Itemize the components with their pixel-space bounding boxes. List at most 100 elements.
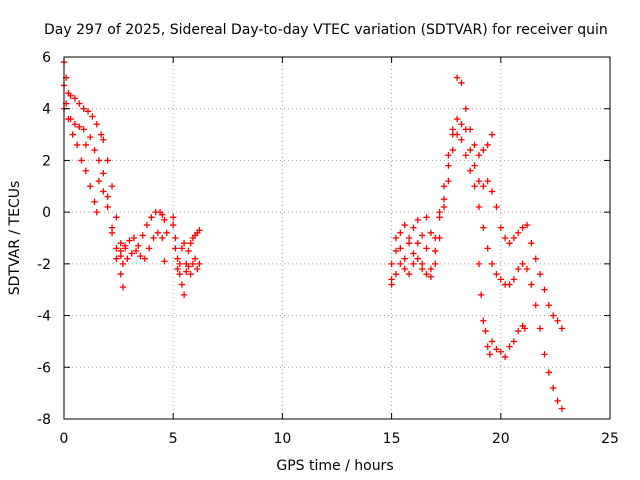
data-point bbox=[91, 146, 98, 154]
data-point bbox=[139, 232, 146, 239]
data-point bbox=[477, 291, 485, 299]
data-point bbox=[401, 255, 408, 262]
data-point bbox=[161, 216, 168, 224]
y-tick-label: 4 bbox=[42, 102, 51, 118]
data-point bbox=[558, 325, 566, 332]
data-point bbox=[436, 208, 443, 216]
data-point bbox=[480, 317, 487, 324]
plot-frame bbox=[63, 56, 611, 420]
data-point bbox=[475, 260, 483, 268]
data-point bbox=[453, 115, 461, 123]
data-point bbox=[445, 152, 452, 159]
data-point bbox=[453, 74, 461, 81]
series-afternoon-d bbox=[475, 260, 529, 361]
data-point bbox=[414, 216, 422, 224]
data-point bbox=[67, 92, 74, 99]
data-point bbox=[528, 281, 535, 288]
data-point bbox=[427, 273, 435, 280]
data-point bbox=[432, 247, 439, 255]
data-point bbox=[510, 234, 518, 242]
data-point bbox=[484, 177, 491, 185]
data-point bbox=[397, 229, 404, 237]
data-point bbox=[100, 188, 107, 195]
data-point bbox=[506, 239, 513, 247]
x-tick-label: 20 bbox=[492, 431, 510, 447]
data-point bbox=[523, 265, 531, 273]
y-tick-label: -2 bbox=[37, 257, 51, 273]
data-point bbox=[488, 260, 496, 268]
data-point bbox=[93, 121, 100, 128]
data-point bbox=[104, 157, 111, 164]
data-point bbox=[172, 245, 179, 252]
data-point bbox=[185, 263, 192, 270]
data-point bbox=[497, 224, 504, 231]
data-point bbox=[545, 302, 553, 309]
data-point bbox=[484, 141, 491, 149]
data-point bbox=[65, 115, 72, 123]
data-point bbox=[82, 141, 90, 149]
data-point bbox=[113, 214, 120, 221]
data-point bbox=[501, 353, 509, 361]
data-point bbox=[117, 247, 124, 255]
data-point bbox=[480, 146, 487, 154]
data-point bbox=[392, 234, 400, 242]
data-point bbox=[501, 234, 509, 242]
data-point bbox=[519, 260, 526, 268]
data-point bbox=[150, 234, 157, 242]
data-point bbox=[423, 214, 430, 221]
y-tick-label: -8 bbox=[37, 412, 51, 428]
data-point bbox=[462, 126, 470, 133]
data-point bbox=[113, 255, 120, 262]
series-morning-tail-low bbox=[119, 229, 168, 268]
data-point bbox=[119, 260, 127, 268]
data-point bbox=[401, 265, 408, 273]
data-point bbox=[418, 265, 426, 273]
data-point bbox=[69, 131, 76, 138]
data-point bbox=[418, 232, 426, 239]
data-point bbox=[462, 105, 470, 112]
data-point bbox=[427, 265, 435, 273]
data-point bbox=[80, 126, 87, 133]
data-point bbox=[532, 255, 539, 262]
data-point bbox=[178, 245, 186, 252]
data-point bbox=[141, 255, 149, 262]
y-tick-label: 6 bbox=[42, 50, 51, 66]
data-point bbox=[414, 255, 422, 262]
data-point bbox=[545, 369, 553, 376]
y-tick-label: -4 bbox=[37, 309, 51, 325]
data-point bbox=[497, 348, 504, 355]
data-point bbox=[484, 245, 491, 252]
data-point bbox=[480, 224, 487, 231]
data-point bbox=[488, 131, 496, 138]
data-point bbox=[445, 162, 452, 169]
data-point bbox=[493, 271, 500, 278]
data-point bbox=[486, 351, 494, 358]
data-point bbox=[388, 281, 395, 288]
data-point bbox=[95, 157, 103, 164]
data-point bbox=[541, 286, 548, 293]
data-point bbox=[187, 239, 194, 247]
data-point bbox=[410, 250, 417, 257]
y-axis-label: SDTVAR / TECUs bbox=[7, 181, 23, 296]
data-point bbox=[80, 105, 87, 112]
series-noon-cluster-a bbox=[170, 214, 203, 299]
series-noon-cluster-b bbox=[170, 221, 203, 278]
data-point bbox=[93, 208, 100, 216]
data-point bbox=[467, 167, 474, 174]
data-point bbox=[515, 265, 522, 273]
data-point bbox=[558, 405, 566, 412]
data-point bbox=[528, 239, 535, 247]
data-point bbox=[191, 255, 199, 262]
data-point bbox=[484, 343, 491, 350]
data-point bbox=[440, 203, 448, 211]
data-points bbox=[60, 58, 566, 412]
data-point bbox=[87, 183, 94, 190]
data-point bbox=[510, 276, 518, 283]
data-point bbox=[397, 245, 404, 252]
data-point bbox=[159, 234, 166, 242]
y-tick-label: -6 bbox=[37, 360, 51, 376]
x-tick-label: 10 bbox=[273, 431, 291, 447]
data-point bbox=[71, 121, 79, 128]
data-point bbox=[124, 255, 131, 262]
data-point bbox=[189, 260, 197, 268]
